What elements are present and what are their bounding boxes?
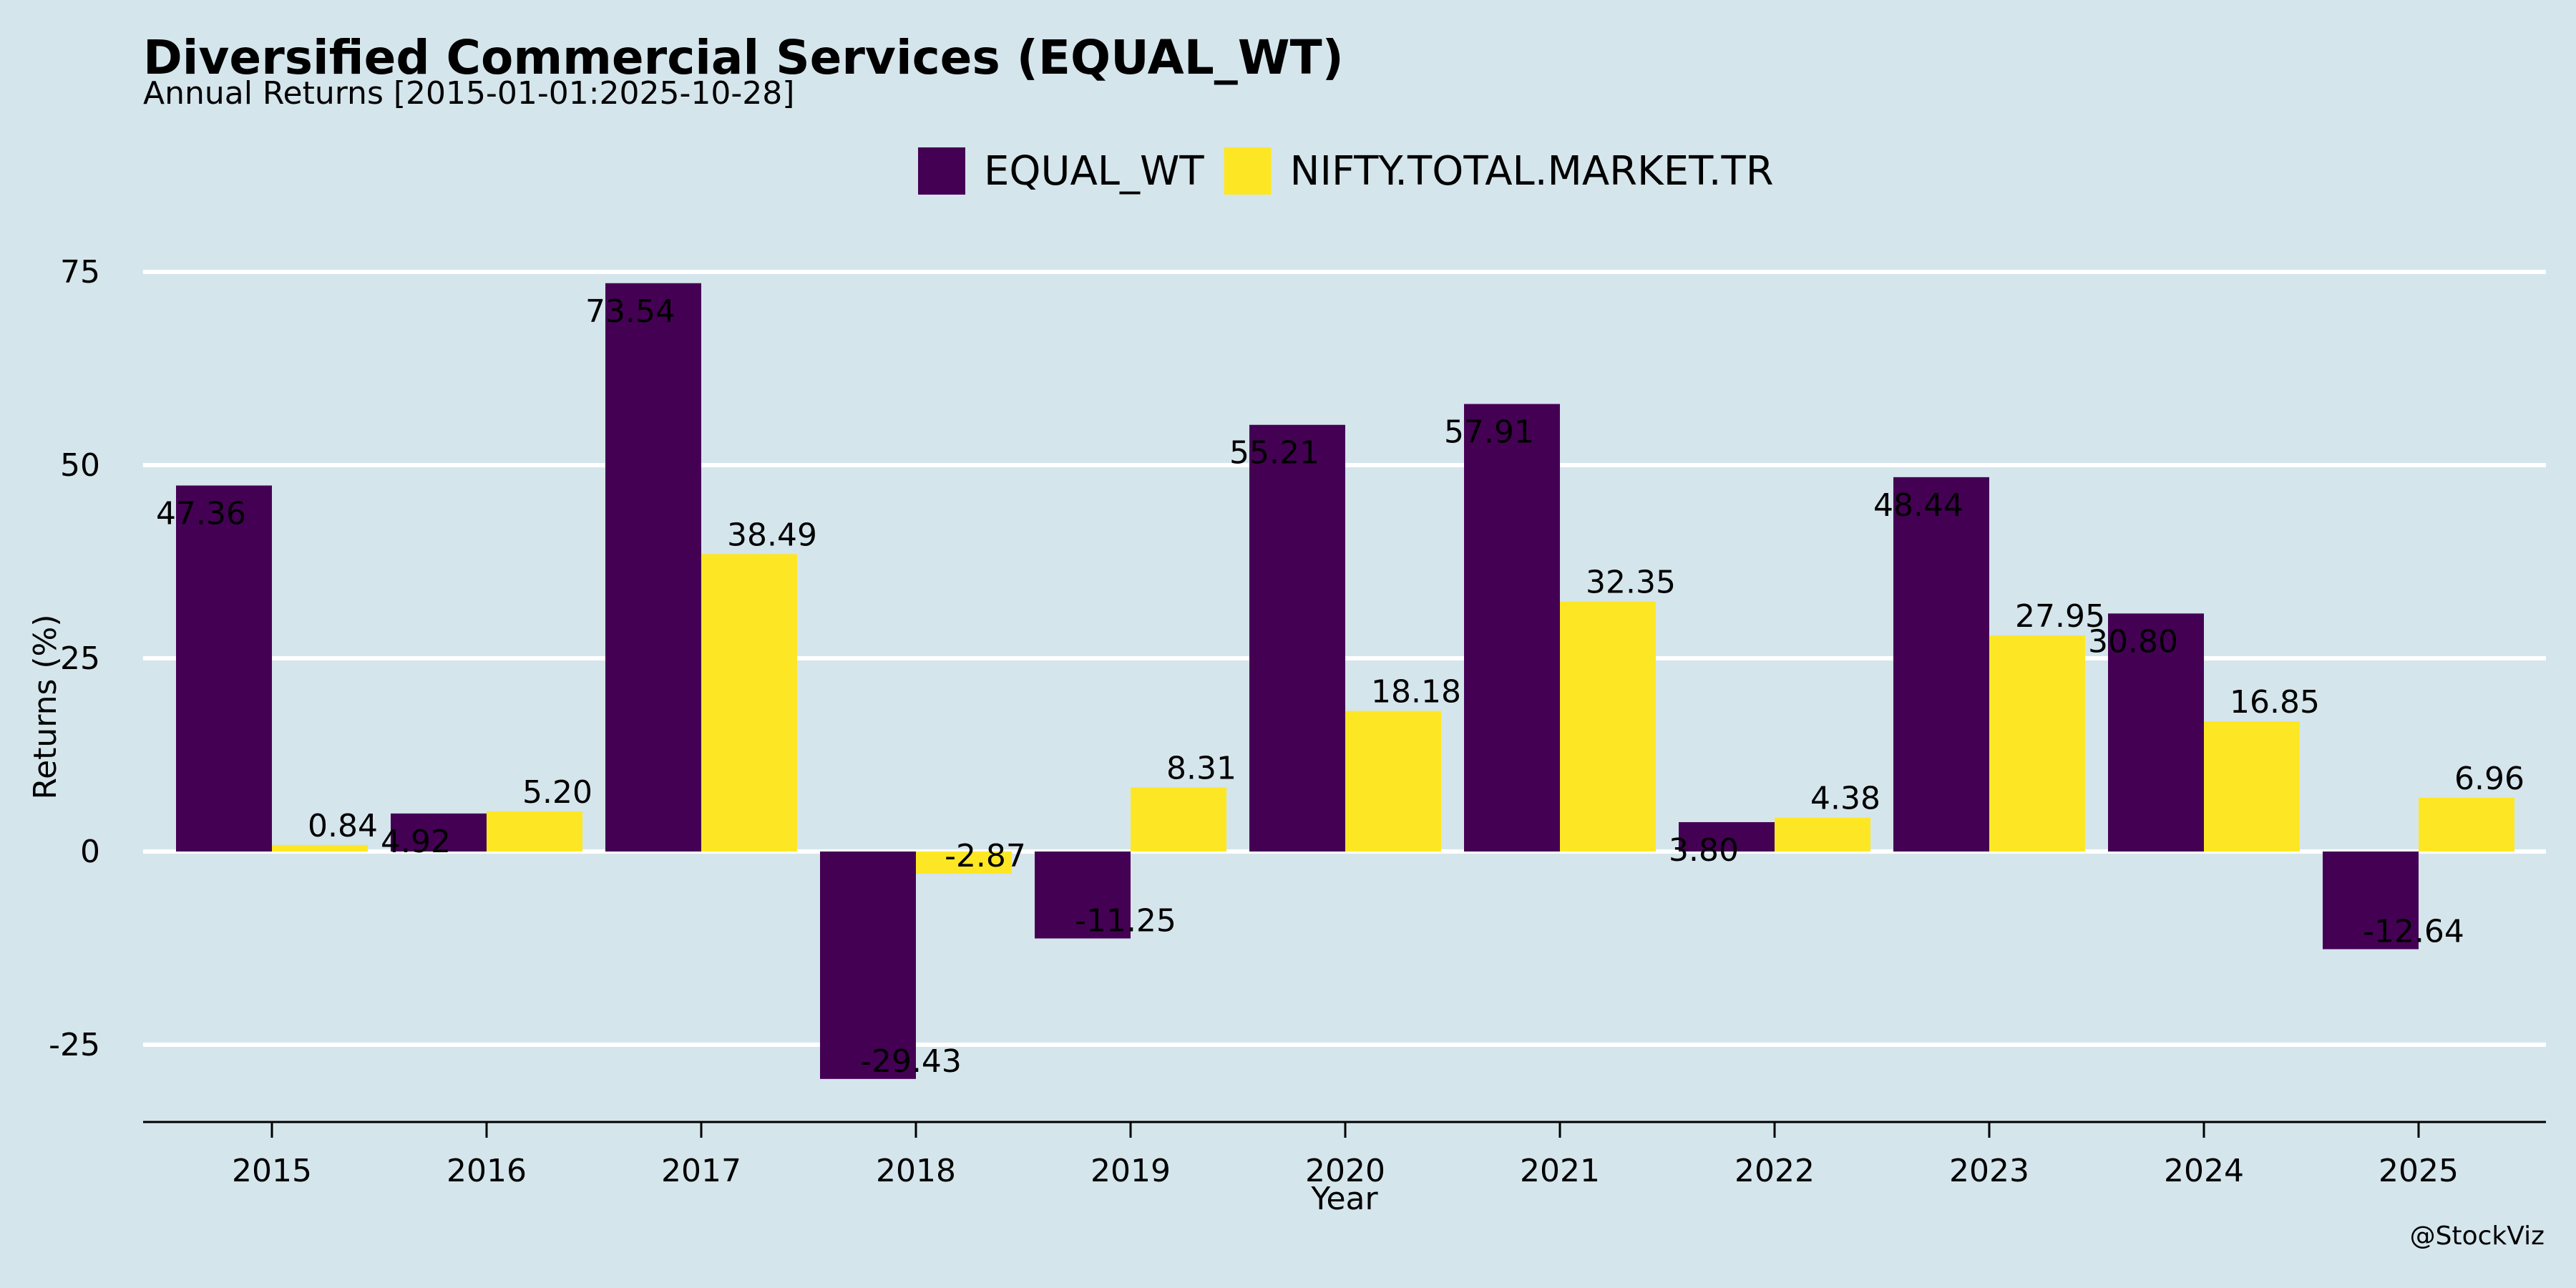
legend-label: NIFTY.TOTAL.MARKET.TR <box>1290 148 1774 195</box>
y-tick-label: -25 <box>49 1027 100 1063</box>
x-axis-title: Year <box>1310 1181 1378 1217</box>
data-label: 4.38 <box>1810 781 1880 817</box>
data-label: 47.36 <box>156 496 246 532</box>
data-label: 27.95 <box>2015 598 2105 635</box>
data-label: 55.21 <box>1229 435 1319 472</box>
bar <box>820 852 916 1079</box>
bar <box>605 283 701 852</box>
chart-subtitle: Annual Returns [2015-01-01:2025-10-28] <box>143 75 795 112</box>
y-tick-label: 25 <box>60 640 100 677</box>
bar <box>1464 404 1560 852</box>
data-label: 0.84 <box>308 808 378 844</box>
data-label: 30.80 <box>2088 623 2178 660</box>
x-tick-label: 2018 <box>876 1153 956 1189</box>
y-axis-title: Returns (%) <box>27 614 64 799</box>
x-tick-label: 2024 <box>2164 1153 2244 1189</box>
data-label: 38.49 <box>727 517 817 553</box>
data-label: -2.87 <box>945 838 1026 874</box>
bar <box>272 844 368 852</box>
y-tick-label: 50 <box>60 447 100 484</box>
legend-swatch <box>918 147 965 195</box>
bar <box>2323 852 2419 950</box>
bar <box>176 485 272 852</box>
x-tick-label: 2019 <box>1091 1153 1171 1189</box>
y-tick-label: 75 <box>60 254 100 291</box>
x-tick-label: 2015 <box>232 1153 312 1189</box>
bar <box>1035 852 1131 939</box>
bar <box>1131 787 1226 852</box>
bar <box>2108 613 2204 852</box>
data-label: -12.64 <box>2363 914 2464 950</box>
bar <box>701 554 797 852</box>
bar <box>1345 711 1441 852</box>
data-label: 48.44 <box>1873 487 1963 524</box>
x-tick-label: 2021 <box>1520 1153 1600 1189</box>
bar <box>2419 797 2514 852</box>
x-tick-label: 2016 <box>447 1153 527 1189</box>
data-label: -29.43 <box>860 1043 962 1080</box>
data-label: 18.18 <box>1371 674 1461 711</box>
bar <box>1893 477 1989 852</box>
data-label: 4.92 <box>381 824 451 860</box>
legend-swatch <box>1224 147 1272 195</box>
data-label: 73.54 <box>585 293 675 330</box>
y-tick-label: 0 <box>80 834 100 870</box>
bar <box>1249 424 1345 852</box>
bar <box>916 852 1012 874</box>
data-label: 5.20 <box>522 774 592 811</box>
bar <box>487 811 582 852</box>
chart-title: Diversified Commercial Services (EQUAL_W… <box>143 30 1344 85</box>
data-label: 6.96 <box>2454 761 2524 797</box>
data-label: 3.80 <box>1669 832 1739 869</box>
data-label: 16.85 <box>2230 684 2320 721</box>
x-tick-label: 2022 <box>1735 1153 1815 1189</box>
bar <box>1679 821 1775 852</box>
bar <box>1775 817 1870 852</box>
x-tick-label: 2023 <box>1949 1153 2029 1189</box>
data-label: 57.91 <box>1444 414 1534 451</box>
bar <box>2204 721 2300 852</box>
data-label: 8.31 <box>1166 750 1236 786</box>
bar <box>1989 635 2085 852</box>
x-tick-label: 2017 <box>661 1153 741 1189</box>
data-label: -11.25 <box>1075 903 1176 940</box>
data-label: 32.35 <box>1586 565 1676 601</box>
watermark: @StockViz <box>2409 1221 2545 1251</box>
x-tick-label: 2020 <box>1305 1153 1385 1189</box>
bar <box>391 813 487 852</box>
bar <box>1560 601 1656 852</box>
x-tick-label: 2025 <box>2379 1153 2459 1189</box>
legend-label: EQUAL_WT <box>984 148 1204 195</box>
